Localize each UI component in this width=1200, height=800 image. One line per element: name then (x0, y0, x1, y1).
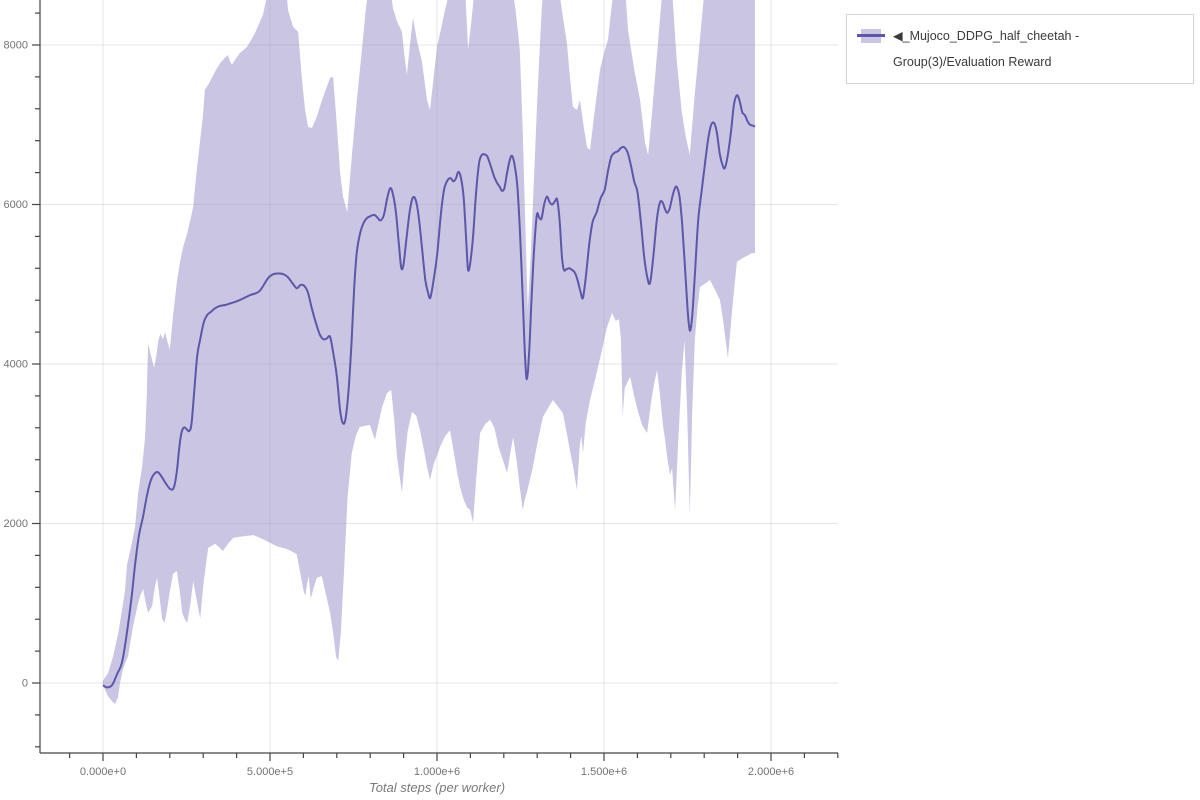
x-tick-label: 5.000e+5 (247, 766, 293, 778)
x-tick-label: 2.000e+6 (748, 766, 794, 778)
gridline-layer (40, 0, 838, 753)
series-swatch-icon (857, 23, 885, 49)
y-tick-label: 4000 (4, 359, 28, 371)
legend: ◀_Mujoco_DDPG_half_cheetah - Group(3)/Ev… (846, 14, 1194, 84)
series-line-layer (102, 94, 756, 689)
confidence-band (103, 0, 755, 704)
x-tick-label: 0.000e+0 (80, 766, 126, 778)
line-swatch (857, 34, 885, 37)
series-label: ◀_Mujoco_DDPG_half_cheetah - Group(3)/Ev… (893, 29, 1080, 69)
legend-item-evaluation-reward[interactable]: ◀_Mujoco_DDPG_half_cheetah - Group(3)/Ev… (857, 23, 1183, 75)
y-tick-label: 6000 (4, 199, 28, 211)
mean-reward-line (102, 94, 756, 689)
x-tick-label: 1.000e+6 (414, 766, 460, 778)
y-tick-label: 8000 (4, 40, 28, 52)
y-tick-label: 2000 (4, 518, 28, 530)
axes-layer: 0 2000 4000 6000 8000 0.000e+0 5.000e+5 1.000e+… (4, 0, 839, 795)
confidence-band-layer (103, 0, 755, 704)
x-axis-title: Total steps (per worker) (369, 780, 505, 795)
y-tick-label: 0 (22, 678, 28, 690)
x-tick-label: 1.500e+6 (581, 766, 627, 778)
